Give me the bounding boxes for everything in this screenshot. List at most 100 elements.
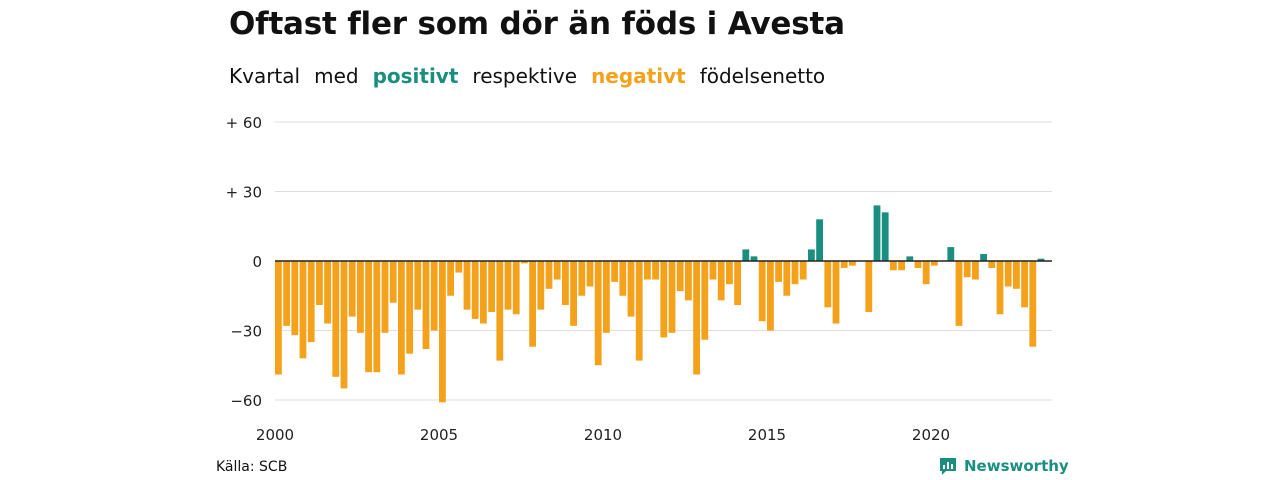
bar [799,261,807,280]
bar [890,261,897,271]
bar [594,261,602,366]
bar [988,261,996,268]
bar [488,261,495,312]
bar [406,261,413,354]
bar [430,261,438,331]
bar [824,261,832,308]
bar [914,261,922,268]
bar [873,205,881,261]
brand-name: Newsworthy [964,457,1069,475]
bar [447,261,454,296]
bar [644,261,651,280]
bar [496,261,504,361]
legend-positive: positivt [372,64,459,88]
bar [537,261,545,310]
bar [603,261,610,333]
y-tick-label: + 60 [226,114,262,132]
bar [463,261,471,310]
bar [299,261,307,359]
bar [635,261,643,361]
bar [849,261,856,266]
bar [1037,258,1045,261]
subtitle-word-fodelsenetto: födelsenetto [699,64,826,88]
bar [578,261,586,296]
newsworthy-logo-icon [940,458,956,475]
bar [398,261,405,375]
bar [283,261,290,326]
bar [775,261,782,282]
bar [734,261,741,306]
source-label: Källa: SCB [216,459,288,475]
bar [963,261,971,278]
bar [996,261,1004,315]
bar [439,261,446,403]
bar [529,261,536,347]
bar [726,261,733,285]
bar [1004,261,1012,287]
bar [275,261,282,375]
bar [348,261,356,317]
bar [381,261,389,333]
x-tick-label: 2020 [912,426,950,444]
bar [865,261,873,312]
bar [570,261,577,326]
x-tick-label: 2015 [748,426,786,444]
bar [357,261,364,333]
bar [365,261,372,373]
bar [422,261,430,350]
y-tick-label: 0 [252,253,262,271]
bar [307,261,315,343]
bar [414,261,422,310]
bar [455,261,463,273]
bar [291,261,299,336]
bar [586,261,594,287]
bar-chart: + 60 + 30 0 −30 −60 2000 2005 2010 2015 2020 [226,114,1052,444]
bar [332,261,340,377]
bar [480,261,487,324]
bar [373,261,381,373]
bar [340,261,348,389]
bar [750,256,758,261]
legend-negative: negativt [591,64,686,88]
bar [898,261,905,271]
bar [758,261,766,322]
bar [791,261,799,285]
bar [521,261,528,264]
bar [619,261,627,296]
bar [717,261,725,301]
bar [611,261,618,282]
bar [922,261,930,285]
brand-logo: Newsworthy [938,456,1069,476]
bar [906,256,914,261]
bar [316,261,323,306]
bar [685,261,692,301]
bar [881,212,889,261]
subtitle-word-med: med [314,64,359,88]
subtitle-word-respektive: respektive [472,64,578,88]
bar [512,261,520,315]
bar [324,261,331,324]
bar [955,261,963,326]
chart-subtitle: Kvartal med positivt respektive negativt föde… [229,64,839,88]
bar [832,261,840,324]
bar [840,261,848,268]
y-tick-label: −60 [230,392,262,410]
bar [668,261,676,333]
bar [701,261,709,340]
bar [676,261,684,292]
chart-title: Oftast fler som dör än föds i Avesta [229,6,845,42]
bar [652,261,659,280]
bar [808,249,815,261]
x-tick-label: 2010 [584,426,622,444]
bar [545,261,553,289]
bar [553,261,561,280]
bar [931,261,938,266]
bar [562,261,569,306]
bar [1029,261,1037,347]
bar [816,219,823,261]
bar [471,261,479,319]
bar [1013,261,1020,289]
bar [1021,261,1028,308]
bar [742,249,750,261]
bar [767,261,774,331]
